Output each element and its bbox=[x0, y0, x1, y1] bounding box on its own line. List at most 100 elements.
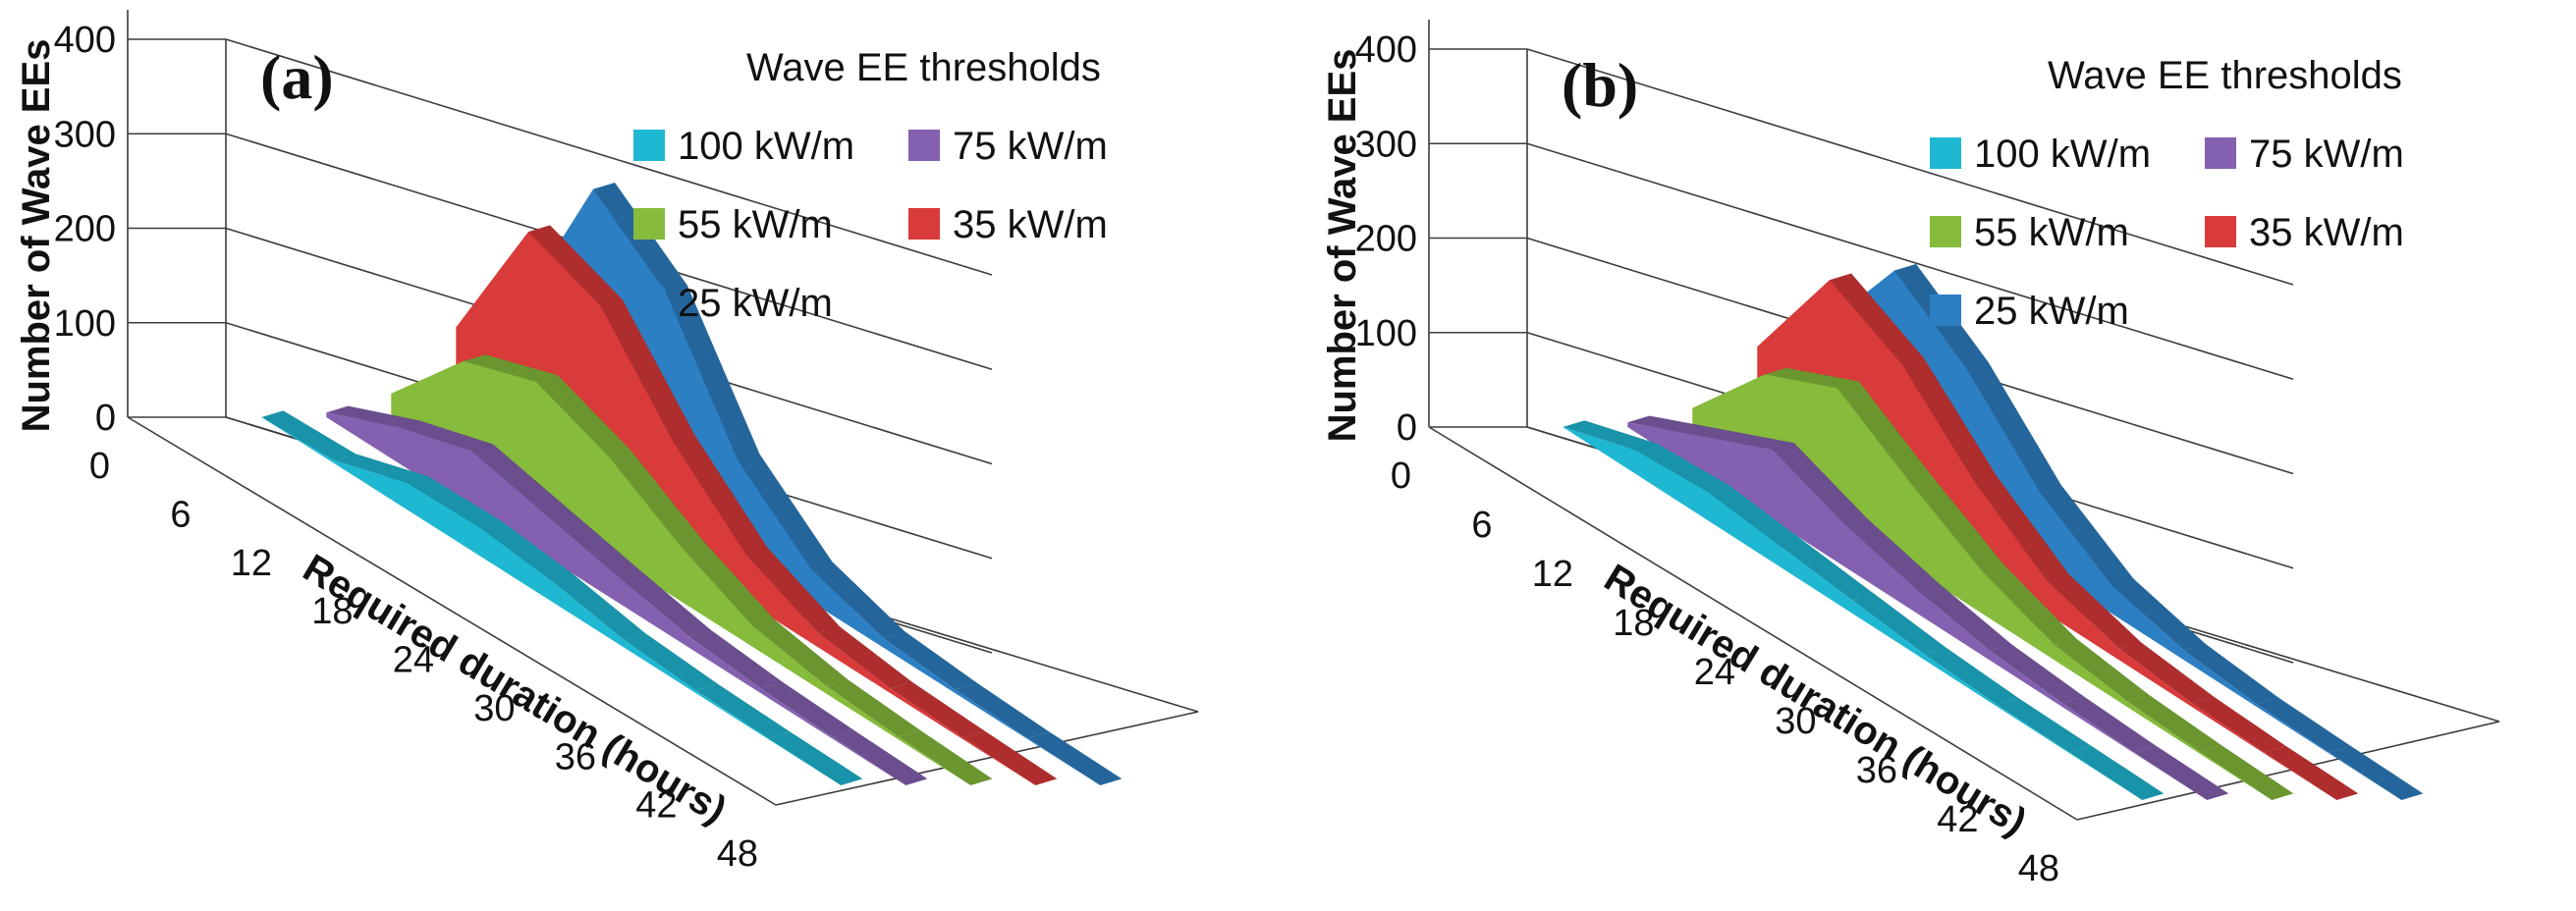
series-top-strip bbox=[2039, 484, 2134, 586]
legend-label-75-kw-m: 75 kW/m bbox=[953, 125, 1108, 168]
legend-swatch-75-kw-m bbox=[2205, 137, 2236, 169]
legend: Wave EE thresholds 100 kW/m 75 kW/m 55 kW/m… bbox=[1930, 54, 2404, 333]
series-top-strip bbox=[2055, 638, 2149, 702]
series-top-strip bbox=[1917, 583, 2012, 651]
series-top-strip bbox=[2119, 642, 2214, 704]
series-top-strip bbox=[1925, 648, 2019, 706]
series-top-strip bbox=[2111, 578, 2207, 651]
y-tick-label: 100 bbox=[54, 303, 116, 345]
series-top-strip bbox=[738, 454, 833, 568]
legend-swatch-55-kw-m bbox=[633, 208, 665, 240]
series-top-strip bbox=[745, 547, 841, 633]
series-top-strip bbox=[1700, 429, 1794, 450]
floor-right-edge bbox=[775, 711, 1199, 806]
series-top-strip bbox=[2256, 697, 2351, 753]
series-top-strip bbox=[1627, 415, 1723, 436]
y-tick-label: 0 bbox=[95, 398, 116, 439]
series-100-kw-m bbox=[261, 410, 863, 785]
gridline-back bbox=[1526, 48, 2294, 286]
series-top-strip bbox=[1990, 644, 2084, 704]
x-tick-label: 30 bbox=[1775, 701, 1816, 742]
series-top-strip bbox=[760, 681, 855, 738]
legend-swatch-75-kw-m bbox=[908, 130, 940, 161]
series-top-strip bbox=[2126, 694, 2221, 752]
series-top-strip bbox=[1966, 362, 2061, 492]
panel-label: (b) bbox=[1562, 50, 1638, 120]
x-tick-label: 42 bbox=[1937, 799, 1978, 840]
series-top-strip bbox=[2047, 573, 2142, 649]
floor-front-edge bbox=[127, 416, 777, 806]
series-55-kw-m bbox=[391, 354, 993, 785]
legend-label-35-kw-m: 35 kW/m bbox=[953, 203, 1108, 246]
series-top-strip bbox=[326, 405, 421, 428]
series-top-strip bbox=[1997, 698, 2092, 753]
series-top-strip bbox=[695, 683, 791, 739]
series-55-kw-m bbox=[1692, 367, 2294, 800]
y-tick-label: 0 bbox=[1397, 407, 1417, 449]
floor-front-edge bbox=[1428, 426, 2078, 821]
series-top-strip bbox=[833, 730, 928, 785]
x-tick-label: 6 bbox=[170, 494, 191, 535]
legend-label-100-kw-m: 100 kW/m bbox=[1974, 133, 2151, 176]
legend-label-55-kw-m: 55 kW/m bbox=[1974, 211, 2129, 254]
series-front-face bbox=[1822, 270, 2402, 800]
y-tick-labels: 0 100 200 300 400 bbox=[1355, 29, 1417, 449]
series-top-strip bbox=[478, 520, 574, 581]
y-axis-title: Number of Wave EEs bbox=[15, 39, 58, 433]
series-top-strip bbox=[890, 681, 985, 738]
series-top-strip bbox=[543, 506, 638, 575]
series-75-kw-m bbox=[1627, 415, 2229, 800]
x-tick-label: 12 bbox=[231, 543, 272, 584]
series-top-strip bbox=[528, 225, 623, 306]
series-top-strip bbox=[1982, 564, 2077, 646]
x-tick-labels: 0 6 12 18 24 30 36 42 48 bbox=[1391, 456, 2059, 889]
x-tick-label: 0 bbox=[89, 446, 110, 487]
x-tick-label: 36 bbox=[1856, 750, 1897, 791]
x-tick-label: 0 bbox=[1391, 456, 1411, 497]
series-top-strip bbox=[261, 410, 356, 460]
series-front-face bbox=[1562, 427, 2143, 800]
series-top-strip bbox=[2329, 745, 2424, 800]
series-top-strip bbox=[2264, 745, 2359, 800]
series-top-strip bbox=[681, 540, 776, 627]
series-top-strip bbox=[688, 629, 783, 689]
series-top-strip bbox=[1707, 485, 1802, 547]
series-top-strip bbox=[2061, 696, 2157, 753]
x-tick-label: 18 bbox=[311, 591, 353, 632]
legend-swatch-100-kw-m bbox=[1930, 137, 1961, 169]
series-top-strip bbox=[1635, 443, 1729, 493]
series-top-strip bbox=[898, 729, 993, 785]
legend-swatch-25-kw-m bbox=[633, 287, 665, 318]
legend-title: Wave EE thresholds bbox=[2048, 54, 2402, 97]
series-top-strip bbox=[334, 454, 428, 483]
legend-swatch-35-kw-m bbox=[2205, 216, 2236, 247]
legend-swatch-55-kw-m bbox=[1930, 216, 1961, 247]
series-top-strip bbox=[1974, 475, 2069, 581]
y-tick-label: 400 bbox=[1355, 29, 1417, 71]
series-front-face bbox=[521, 188, 1101, 785]
series-top-strip bbox=[1830, 273, 1924, 365]
y-axis-title: Number of Wave EEs bbox=[1321, 49, 1364, 443]
legend-title: Wave EE thresholds bbox=[746, 46, 1101, 89]
series-top-strip bbox=[1027, 731, 1123, 785]
gridline-back bbox=[1526, 142, 2294, 381]
series-top-strip bbox=[2069, 745, 2165, 800]
x-tick-label: 24 bbox=[1694, 652, 1735, 693]
series-front-face bbox=[1692, 374, 2273, 800]
legend-label-75-kw-m: 75 kW/m bbox=[2249, 133, 2404, 176]
legend: Wave EE thresholds 100 kW/m 75 kW/m 55 kW/m… bbox=[633, 46, 1108, 325]
series-top-strip bbox=[1901, 357, 1997, 482]
y-tick-label: 300 bbox=[1355, 124, 1417, 165]
floor-right-edge bbox=[2076, 721, 2500, 821]
x-tick-label: 6 bbox=[1471, 505, 1492, 546]
series-100-kw-m bbox=[1562, 420, 2165, 800]
series-top-strip bbox=[673, 435, 768, 555]
series-top-strip bbox=[470, 444, 566, 513]
x-tick-label: 30 bbox=[473, 688, 515, 729]
series-top-strip bbox=[624, 633, 718, 691]
series-front-face bbox=[1627, 422, 2208, 800]
gridline-back bbox=[225, 38, 993, 276]
